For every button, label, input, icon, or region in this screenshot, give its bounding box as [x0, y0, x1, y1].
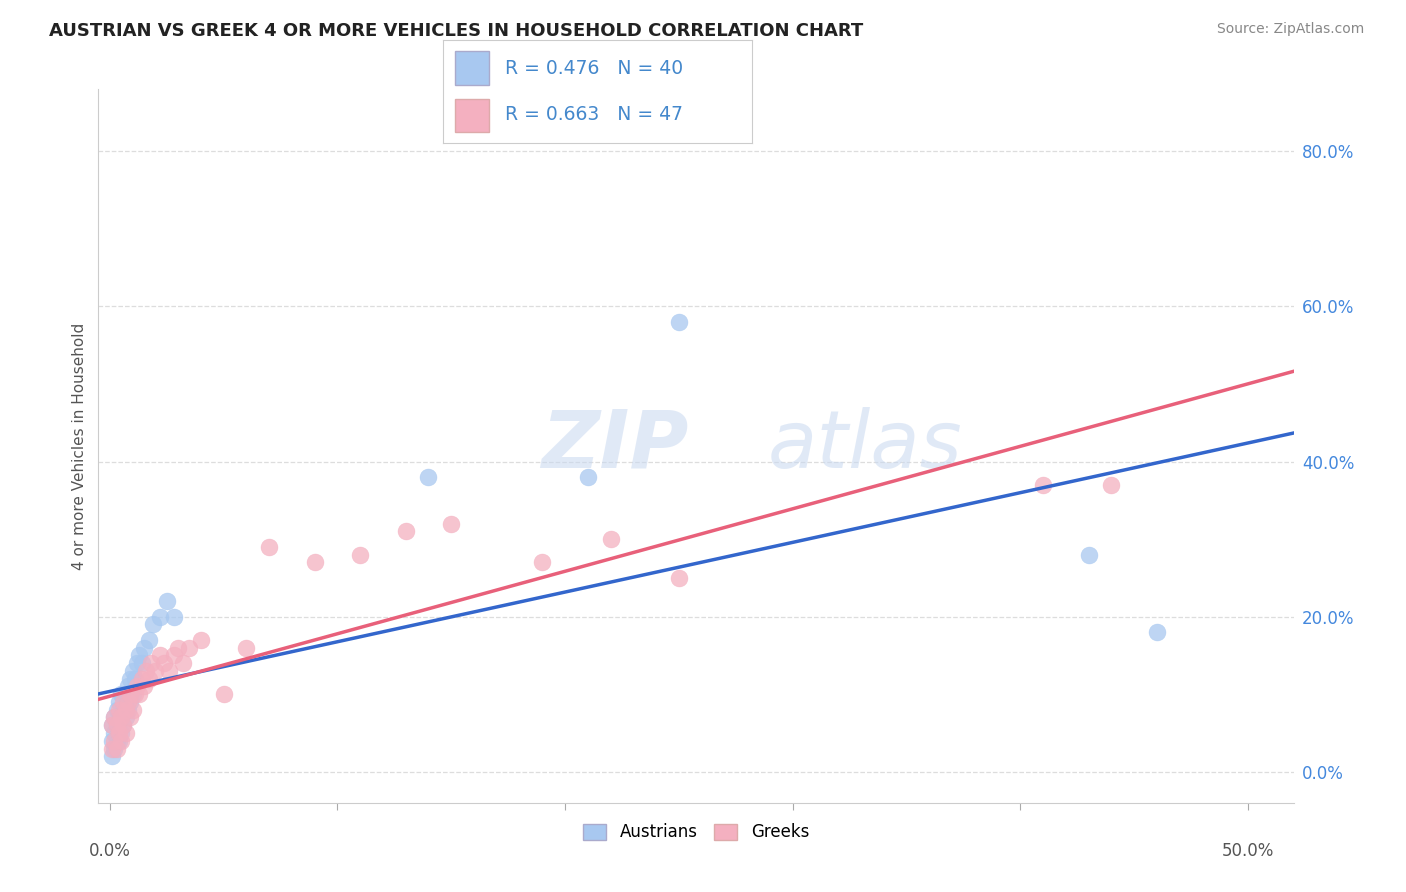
Point [103, 733, 125, 747]
Point [108, 726, 131, 740]
Point [103, 741, 125, 756]
Point [121, 664, 143, 678]
Point [235, 640, 257, 655]
Point [127, 656, 149, 670]
Point [132, 640, 155, 655]
Text: Source: ZipAtlas.com: Source: ZipAtlas.com [1216, 22, 1364, 37]
Point [110, 687, 132, 701]
Point [440, 516, 463, 531]
Point [103, 710, 125, 724]
Point [120, 695, 142, 709]
Point [101, 718, 124, 732]
Point [149, 648, 172, 663]
Point [101, 718, 124, 732]
Point [114, 687, 136, 701]
Text: R = 0.476   N = 40: R = 0.476 N = 40 [505, 59, 683, 78]
Point [127, 680, 149, 694]
Point [101, 741, 124, 756]
Point [101, 749, 124, 764]
Y-axis label: 4 or more Vehicles in Household: 4 or more Vehicles in Household [72, 322, 87, 570]
Text: 0.0%: 0.0% [89, 842, 131, 860]
Point [120, 687, 142, 701]
Point [128, 687, 150, 701]
Point [105, 733, 128, 747]
Point [103, 710, 125, 724]
Point [121, 703, 143, 717]
Point [668, 571, 690, 585]
Point [121, 687, 143, 701]
Point [124, 672, 146, 686]
Point [156, 594, 179, 608]
Point [105, 703, 128, 717]
Point [117, 695, 139, 709]
Point [131, 656, 153, 670]
Point [131, 672, 153, 686]
Point [190, 632, 212, 647]
Point [139, 656, 162, 670]
Point [112, 718, 135, 732]
Point [105, 718, 128, 732]
Point [105, 741, 128, 756]
Point [138, 632, 160, 647]
Point [101, 733, 124, 747]
Point [179, 640, 201, 655]
Point [162, 609, 184, 624]
Point [120, 710, 142, 724]
Point [1032, 477, 1054, 491]
Point [110, 726, 132, 740]
Point [103, 726, 125, 740]
Point [162, 648, 184, 663]
Point [1099, 477, 1122, 491]
Point [142, 617, 165, 632]
Point [108, 718, 131, 732]
Point [395, 524, 418, 539]
Point [576, 470, 599, 484]
Point [105, 718, 128, 732]
Point [668, 315, 690, 329]
Point [108, 733, 131, 747]
Point [418, 470, 440, 484]
Point [114, 703, 136, 717]
Point [143, 664, 166, 678]
Text: R = 0.663   N = 47: R = 0.663 N = 47 [505, 105, 683, 124]
Point [110, 710, 132, 724]
Point [128, 648, 150, 663]
Point [212, 687, 235, 701]
Point [112, 718, 135, 732]
Point [304, 555, 326, 569]
Point [132, 680, 155, 694]
Point [149, 609, 172, 624]
Point [108, 703, 131, 717]
Point [1146, 625, 1168, 640]
Point [599, 532, 621, 546]
Point [257, 540, 280, 554]
Point [110, 710, 132, 724]
Point [157, 664, 180, 678]
Point [117, 680, 139, 694]
Point [117, 703, 139, 717]
Text: atlas: atlas [768, 407, 963, 485]
Point [110, 733, 132, 747]
Point [167, 640, 190, 655]
Legend: Austrians, Greeks: Austrians, Greeks [576, 817, 815, 848]
Point [120, 672, 142, 686]
FancyBboxPatch shape [456, 52, 489, 86]
Text: ZIP: ZIP [541, 407, 688, 485]
Point [135, 664, 157, 678]
Point [349, 548, 371, 562]
Point [1077, 548, 1099, 562]
Point [138, 672, 160, 686]
Point [172, 656, 194, 670]
Point [114, 726, 136, 740]
Point [114, 710, 136, 724]
Point [112, 695, 135, 709]
Point [112, 703, 135, 717]
Point [153, 656, 176, 670]
Point [531, 555, 554, 569]
Point [124, 687, 146, 701]
Text: AUSTRIAN VS GREEK 4 OR MORE VEHICLES IN HOUSEHOLD CORRELATION CHART: AUSTRIAN VS GREEK 4 OR MORE VEHICLES IN … [49, 22, 863, 40]
FancyBboxPatch shape [456, 99, 489, 132]
Point [108, 695, 131, 709]
Text: 50.0%: 50.0% [1222, 842, 1274, 860]
